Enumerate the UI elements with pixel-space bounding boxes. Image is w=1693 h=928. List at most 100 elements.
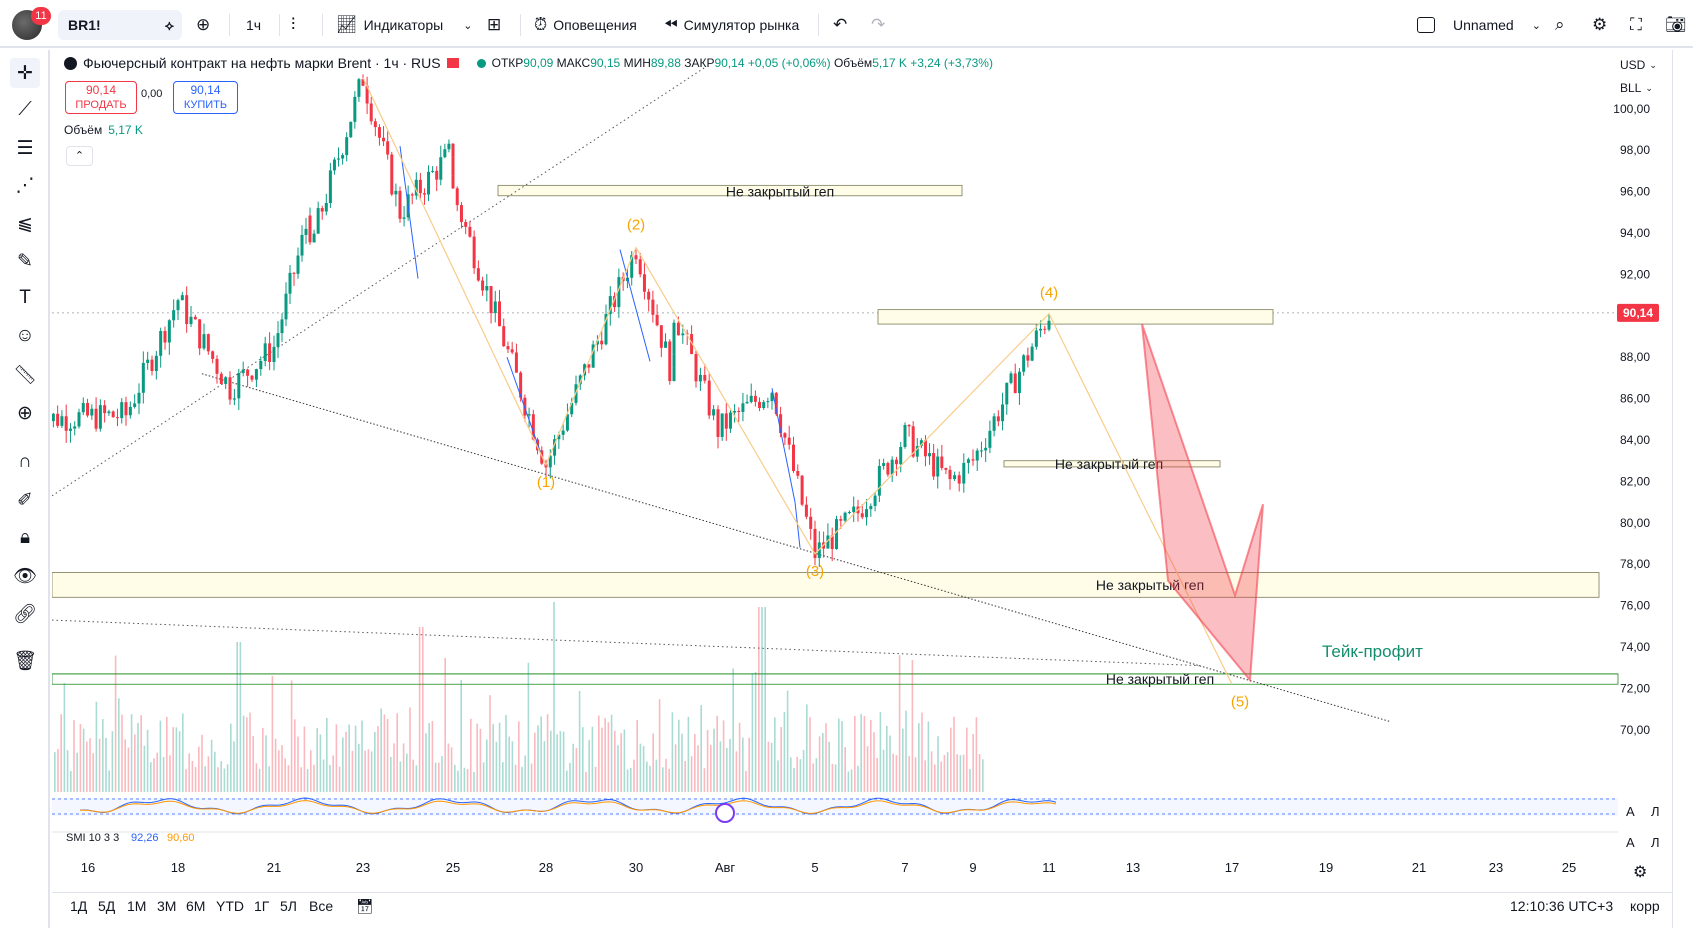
- range-5y[interactable]: 5Л: [280, 898, 297, 914]
- diamond-icon[interactable]: ⟡: [164, 17, 174, 33]
- volume-bar: [818, 736, 821, 792]
- log-scale-button[interactable]: Л: [1651, 804, 1660, 819]
- elliott-wave-path[interactable]: [362, 77, 1233, 685]
- layout-selector[interactable]: Unnamed ⌄: [1417, 12, 1541, 38]
- event-icon[interactable]: [715, 803, 735, 823]
- ruler-icon[interactable]: 📏︎: [12, 365, 38, 386]
- trendline-lower[interactable]: [52, 619, 1201, 667]
- emoji-icon[interactable]: ☺: [15, 325, 35, 346]
- adjust-button[interactable]: корр: [1630, 898, 1660, 914]
- volume-bar: [274, 738, 277, 792]
- auto-scale-button-osc[interactable]: A: [1626, 835, 1635, 850]
- fullscreen-icon[interactable]: ⛶: [1630, 15, 1642, 34]
- price-axis-tick: 82,00: [1620, 474, 1650, 488]
- range-1m[interactable]: 1М: [127, 898, 147, 914]
- sell-button[interactable]: 90,14 ПРОДАТЬ: [65, 81, 137, 114]
- price-chart[interactable]: 100,00 98,00 96,00 94,00 92,00 88,00 86,00 84,0…: [52, 50, 1670, 892]
- trend-line-icon[interactable]: ⟋: [18, 99, 32, 120]
- volume-bar: [649, 765, 651, 792]
- currency-selector[interactable]: USD ⌄: [1620, 58, 1657, 72]
- magnet-icon[interactable]: ∩: [18, 451, 32, 472]
- volume-bar: [802, 750, 805, 792]
- date-range-icon[interactable]: 📅︎: [356, 898, 374, 914]
- volume-bar: [60, 714, 62, 792]
- undo-icon[interactable]: ↶: [833, 15, 848, 34]
- volume-bar: [306, 769, 309, 792]
- auto-scale-button[interactable]: A: [1626, 804, 1635, 819]
- collapse-legend-button[interactable]: ⌃: [66, 146, 93, 166]
- range-6m[interactable]: 6М: [186, 898, 206, 914]
- volume-bar: [959, 755, 962, 792]
- replay-button[interactable]: ⏪︎ Симулятор рынка: [664, 12, 799, 38]
- candle-body: [410, 194, 414, 196]
- subwave-line[interactable]: [619, 249, 651, 362]
- gap-zone[interactable]: [52, 572, 1600, 598]
- candle-body: [296, 255, 300, 274]
- quick-search-icon[interactable]: ⌕: [1555, 15, 1565, 34]
- axis-settings-gear-icon[interactable]: ⚙: [1633, 864, 1648, 881]
- chevron-down-icon[interactable]: ⌄: [1531, 19, 1541, 32]
- volume-bar: [658, 699, 661, 792]
- unit-selector[interactable]: BLL ⌄: [1620, 81, 1653, 95]
- candle-body: [198, 319, 202, 349]
- crosshair-icon[interactable]: ✛: [10, 58, 40, 88]
- volume-bar: [188, 753, 190, 792]
- range-1y[interactable]: 1Г: [254, 898, 270, 914]
- subwave-line[interactable]: [399, 145, 419, 279]
- target-arrow[interactable]: [1141, 323, 1264, 683]
- candle-body: [835, 519, 838, 550]
- range-all[interactable]: Все: [309, 898, 334, 914]
- candle-body: [202, 334, 206, 349]
- volume-bar: [418, 627, 421, 792]
- candle-body: [111, 411, 115, 418]
- range-3m[interactable]: 3М: [157, 898, 177, 914]
- buy-button[interactable]: 90,14 КУПИТЬ: [173, 81, 238, 114]
- trash-icon[interactable]: 🗑︎: [12, 651, 38, 672]
- layout-grid-icon[interactable]: ⊞: [487, 15, 502, 34]
- brush-icon[interactable]: ✎: [17, 250, 33, 272]
- gap-zone[interactable]: [52, 673, 1619, 685]
- volume-bar: [518, 721, 520, 792]
- symbol-search[interactable]: BR1! ⟡: [58, 10, 182, 40]
- range-5d[interactable]: 5Д: [98, 898, 116, 914]
- indicators-button[interactable]: 📈︎ Индикаторы ⌄: [336, 12, 472, 38]
- candle-body: [971, 459, 975, 461]
- lock-drawing-icon[interactable]: ✐: [17, 489, 33, 511]
- volume-bar: [297, 736, 299, 792]
- subwave-line[interactable]: [771, 388, 796, 503]
- chevron-down-icon[interactable]: ⌄: [463, 19, 473, 32]
- current-price-value: 90,14: [1623, 306, 1653, 320]
- pattern-icon[interactable]: ⋰: [15, 174, 35, 196]
- interval-button[interactable]: 1ч: [246, 17, 262, 33]
- eye-icon[interactable]: 👁︎: [12, 566, 38, 587]
- candle-body: [685, 333, 689, 335]
- link-icon[interactable]: 🔗︎: [12, 604, 38, 625]
- camera-icon[interactable]: 📷︎: [1665, 15, 1687, 34]
- gap-zone[interactable]: [877, 309, 1274, 325]
- candles-icon[interactable]: ⫶: [291, 15, 296, 34]
- lock-icon[interactable]: 🔒︎: [19, 527, 31, 548]
- volume-bar: [399, 761, 402, 792]
- redo-icon[interactable]: ↷: [871, 15, 886, 34]
- projection-icon[interactable]: ⫹: [17, 212, 33, 234]
- fib-retracement-icon[interactable]: ☰: [16, 137, 34, 159]
- settings-gear-icon[interactable]: ⚙: [1592, 15, 1608, 34]
- subwave-line[interactable]: [506, 357, 543, 457]
- add-symbol-icon[interactable]: ⊕: [196, 15, 211, 34]
- clock[interactable]: 12:10:36 UTC+3: [1510, 898, 1614, 914]
- candle-body: [435, 170, 439, 180]
- gap-zone[interactable]: [497, 184, 963, 197]
- log-scale-button-osc[interactable]: Л: [1651, 835, 1660, 850]
- candle-body: [254, 369, 258, 380]
- legend-title[interactable]: Фьючерсный контракт на нефть марки Brent…: [83, 55, 441, 71]
- text-icon[interactable]: T: [19, 287, 31, 308]
- candle-body: [681, 333, 685, 336]
- alerts-button[interactable]: ⏰︎ Оповещения: [534, 12, 637, 38]
- zoom-in-icon[interactable]: ⊕: [17, 402, 33, 424]
- time-axis-tick: 30: [629, 860, 643, 875]
- volume-bar: [489, 695, 491, 792]
- range-ytd[interactable]: YTD: [216, 898, 244, 914]
- gap-zone[interactable]: [1003, 460, 1221, 468]
- candle-body: [386, 141, 390, 155]
- range-1d[interactable]: 1Д: [70, 898, 88, 914]
